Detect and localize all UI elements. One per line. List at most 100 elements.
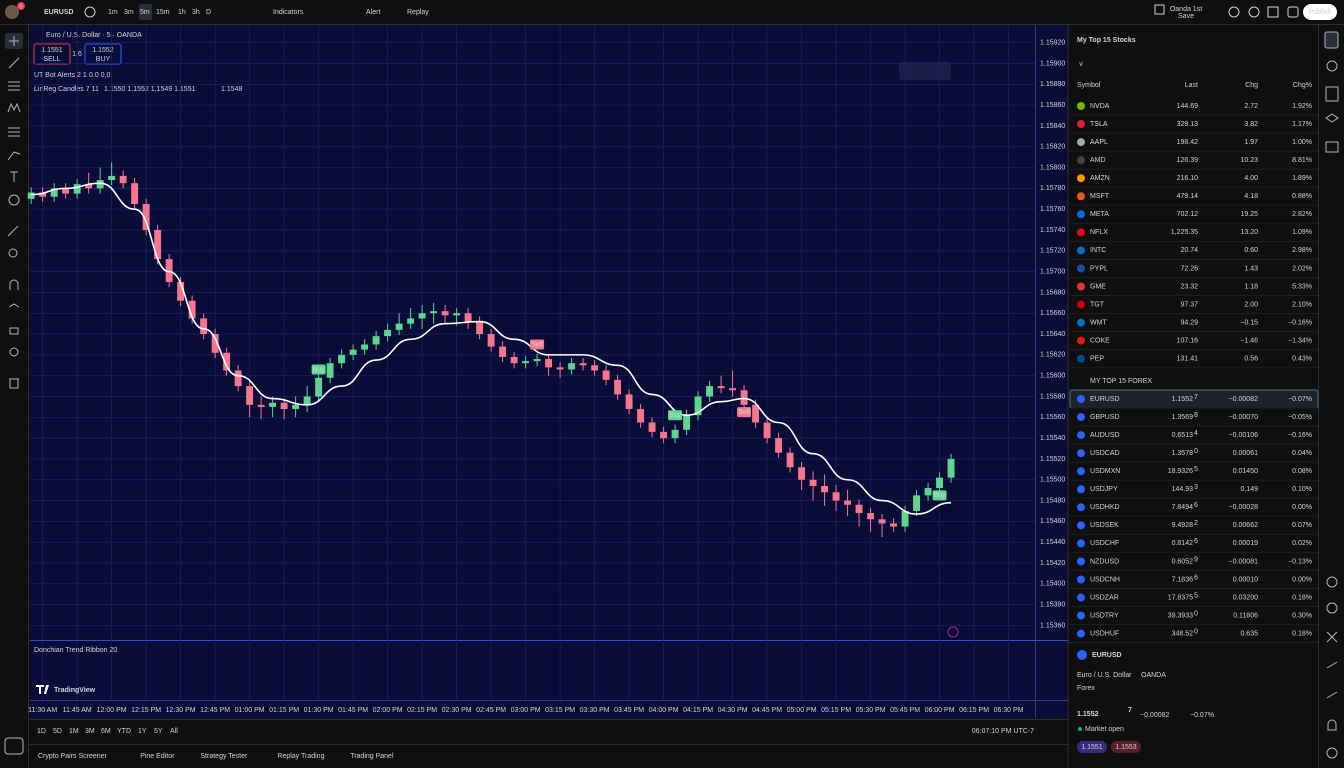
symbol-search[interactable]: EURUSD [44,9,74,16]
tool-pattern[interactable] [7,102,21,113]
tool-emoji[interactable] [8,194,20,206]
alert-button[interactable]: Alert [366,9,380,16]
row-symbol[interactable]: USDSEK [1090,522,1119,529]
row-symbol[interactable]: AUDUSD [1090,432,1120,439]
row-symbol[interactable]: COKE [1090,337,1110,344]
row-symbol[interactable]: USDZAR [1090,594,1119,601]
publish-bg[interactable] [1303,4,1337,20]
range-button[interactable]: All [170,728,178,735]
row-symbol[interactable]: GBPUSD [1090,414,1120,421]
indicators-button[interactable]: Indicators [273,9,304,16]
interval-button[interactable]: 1m [108,9,118,16]
publish-label[interactable]: Publish [1309,9,1332,16]
range-button[interactable]: YTD [117,728,131,735]
interval-button[interactable]: 3h [192,9,200,16]
row-symbol[interactable]: NZDUSD [1090,558,1119,565]
tool-zoom[interactable] [8,248,18,258]
icon-notifications[interactable] [1327,719,1337,731]
buy-button[interactable] [84,43,122,65]
row-symbol[interactable]: GME [1090,283,1106,290]
range-button[interactable]: 1D [37,728,46,735]
tool-visibility[interactable] [9,347,19,357]
icon-calendar[interactable] [1326,661,1338,669]
tool-projection[interactable] [8,127,20,137]
range-button[interactable]: 1Y [138,728,147,735]
layout-checkbox[interactable] [1154,4,1165,15]
layout-name[interactable]: Oanda 1st [1170,6,1202,13]
tool-delete[interactable] [9,378,19,389]
tool-lock-draw[interactable] [8,303,20,308]
row-symbol[interactable]: AMZN [1090,175,1110,182]
row-symbol[interactable]: TGT [1090,301,1105,308]
icon-watchlist[interactable] [1324,31,1339,49]
icon-pairs[interactable] [1326,631,1338,643]
buy-price[interactable]: 1.1552 [92,47,114,54]
range-button[interactable]: 6M [101,728,111,735]
watchlist-title[interactable]: My Top 15 Stocks [1077,37,1136,44]
icon-alerts[interactable] [1326,60,1338,72]
row-symbol[interactable]: NVDA [1090,103,1110,110]
row-symbol[interactable]: USDCAD [1090,450,1120,457]
row-symbol[interactable]: TSLA [1090,121,1108,128]
row-symbol[interactable]: USDMXN [1090,468,1120,475]
interval-button[interactable]: 15m [156,9,170,16]
row-symbol[interactable]: MSFT [1090,193,1110,200]
row-symbol[interactable]: META [1090,211,1109,218]
tool-magnet[interactable] [9,279,19,290]
interval-button[interactable]: 3m [124,9,134,16]
range-button[interactable]: 1M [69,728,79,735]
floating-toolbar[interactable] [899,62,951,80]
tool-fib[interactable] [8,81,20,91]
row-symbol[interactable]: WMT [1090,319,1107,326]
tool-favorites[interactable] [4,737,24,755]
bottom-tab[interactable]: Replay Trading [277,753,324,760]
interval-button[interactable]: 5m [140,9,150,16]
replay-button[interactable]: Replay [407,9,429,16]
row-symbol[interactable]: USDTRY [1090,612,1119,619]
icon-news[interactable] [1325,86,1339,102]
interval-button[interactable]: D [206,9,211,16]
icon-stream[interactable] [1326,691,1338,699]
row-symbol[interactable]: USDCNH [1090,576,1120,583]
bottom-tab[interactable]: Strategy Tester [200,753,248,760]
row-symbol[interactable]: USDCHF [1090,540,1119,547]
row-symbol[interactable]: AMD [1090,157,1106,164]
row-symbol[interactable]: USDHUF [1090,630,1119,637]
tool-ruler[interactable] [7,225,19,237]
add-symbol[interactable] [84,6,96,18]
icon-help[interactable] [1326,747,1338,759]
icon-snapshot[interactable] [1287,6,1299,18]
range-button[interactable]: 5D [53,728,62,735]
row-symbol[interactable]: AAPL [1090,139,1108,146]
bottom-tab[interactable]: Crypto Pairs Screener [38,753,108,760]
tool-text[interactable] [10,171,18,182]
tool-brush[interactable] [7,151,21,161]
lightning-icon[interactable] [947,626,959,638]
icon-target[interactable] [1326,576,1338,588]
row-symbol[interactable]: EURUSD [1090,396,1120,403]
sell-price[interactable]: 1.1551 [41,47,63,54]
range-button[interactable]: 5Y [154,728,163,735]
avatar[interactable] [5,5,19,19]
range-button[interactable]: 3M [85,728,95,735]
row-symbol[interactable]: USDHKD [1090,504,1120,511]
icon-settings[interactable] [1248,6,1260,18]
icon-fullscreen[interactable] [1267,6,1279,18]
tool-line[interactable] [8,57,20,69]
tool-lock[interactable] [9,327,19,335]
bottom-tab[interactable]: Trading Panel [350,753,394,760]
bottom-tab[interactable]: Pine Editor [140,753,175,760]
icon-ideas[interactable] [1326,602,1338,614]
tool-crosshair[interactable] [9,36,19,46]
interval-button[interactable]: 1h [178,9,186,16]
sell-button[interactable] [33,43,71,65]
row-symbol[interactable]: INTC [1090,247,1106,254]
row-symbol[interactable]: USDJPY [1090,486,1118,493]
row-symbol[interactable]: PYPL [1090,265,1108,272]
icon-layers[interactable] [1325,113,1339,123]
row-symbol[interactable]: PEP [1090,356,1104,363]
row-symbol[interactable]: NFLX [1090,229,1108,236]
icon-search[interactable] [1228,6,1240,18]
icon-chat[interactable] [1325,141,1339,153]
list-toggle[interactable]: v [1079,61,1083,68]
